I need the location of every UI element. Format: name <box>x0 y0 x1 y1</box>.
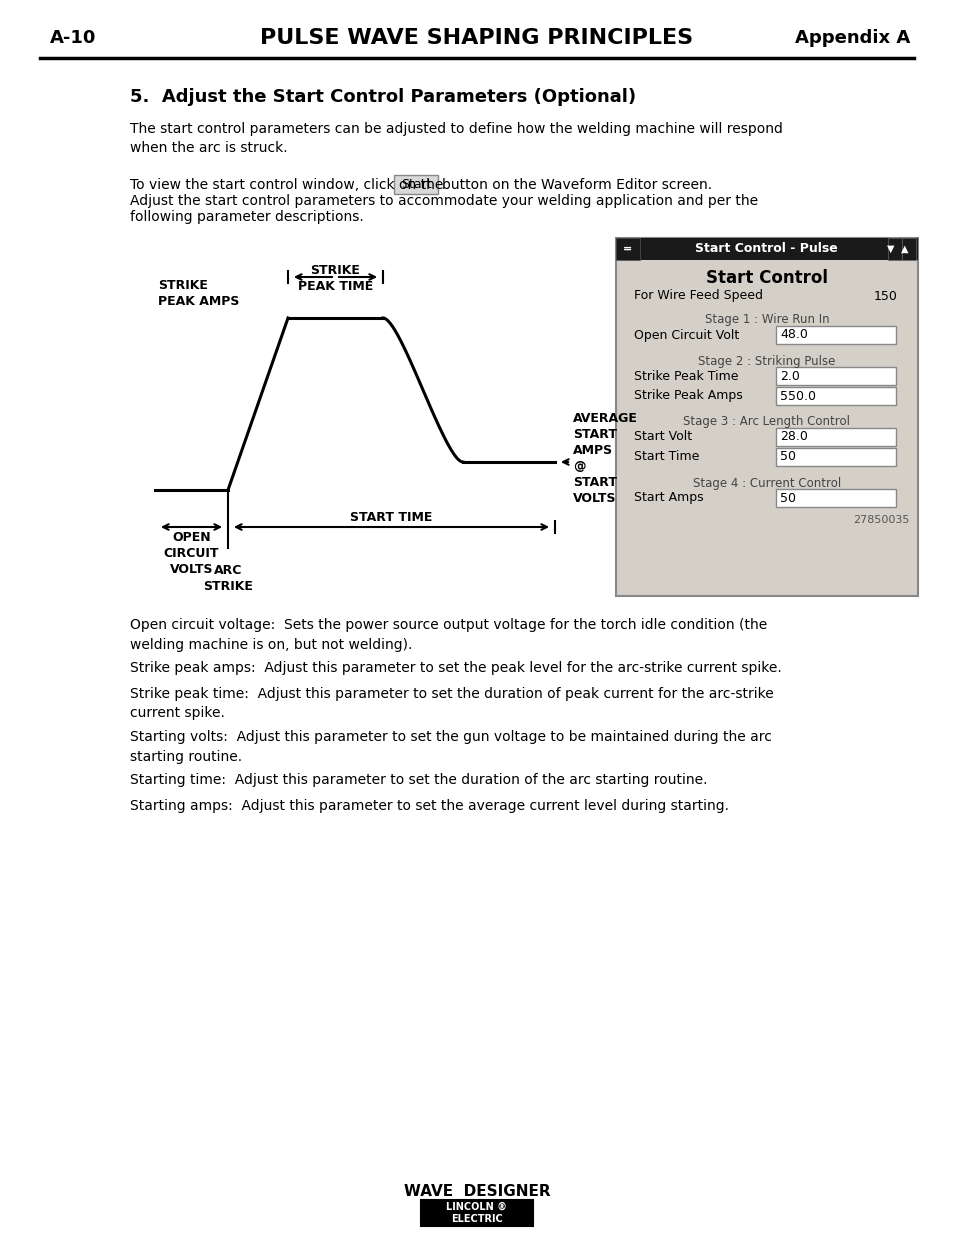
Bar <box>616 238 917 261</box>
Bar <box>616 238 639 261</box>
Text: Appendix A: Appendix A <box>794 28 909 47</box>
Text: Open circuit voltage:  Sets the power source output voltage for the torch idle c: Open circuit voltage: Sets the power sou… <box>130 618 766 652</box>
Text: START TIME: START TIME <box>350 511 433 524</box>
Text: Start: Start <box>400 178 431 191</box>
Text: STRIKE
PEAK AMPS: STRIKE PEAK AMPS <box>158 279 239 308</box>
FancyBboxPatch shape <box>394 175 437 194</box>
Text: Start Volt: Start Volt <box>634 431 691 443</box>
Text: 2.0: 2.0 <box>780 369 799 383</box>
Text: 5.  Adjust the Start Control Parameters (Optional): 5. Adjust the Start Control Parameters (… <box>130 88 636 106</box>
Bar <box>775 326 895 345</box>
Text: 50: 50 <box>780 492 795 505</box>
Text: To view the start control window, click on the: To view the start control window, click … <box>130 178 443 191</box>
Bar <box>887 238 901 261</box>
Bar <box>616 238 917 597</box>
Text: Stage 4 : Current Control: Stage 4 : Current Control <box>692 477 841 489</box>
Text: Start Control - Pulse: Start Control - Pulse <box>694 242 837 256</box>
Text: Open Circuit Volt: Open Circuit Volt <box>634 329 739 342</box>
Bar <box>775 448 895 466</box>
Text: 27850035: 27850035 <box>853 515 909 525</box>
Text: A-10: A-10 <box>50 28 96 47</box>
Bar <box>775 367 895 385</box>
Text: For Wire Feed Speed: For Wire Feed Speed <box>634 289 762 303</box>
Text: PULSE WAVE SHAPING PRINCIPLES: PULSE WAVE SHAPING PRINCIPLES <box>260 28 693 48</box>
Text: Starting volts:  Adjust this parameter to set the gun voltage to be maintained d: Starting volts: Adjust this parameter to… <box>130 730 771 763</box>
Text: Strike Peak Time: Strike Peak Time <box>634 369 738 383</box>
Text: 48.0: 48.0 <box>780 329 807 342</box>
Text: following parameter descriptions.: following parameter descriptions. <box>130 210 363 224</box>
Text: 150: 150 <box>873 289 897 303</box>
Text: button on the Waveform Editor screen.: button on the Waveform Editor screen. <box>441 178 711 191</box>
Bar <box>420 1200 533 1226</box>
Text: Adjust the start control parameters to accommodate your welding application and : Adjust the start control parameters to a… <box>130 194 758 207</box>
Text: Start Time: Start Time <box>634 451 699 463</box>
Text: 50: 50 <box>780 451 795 463</box>
Text: ARC
STRIKE: ARC STRIKE <box>203 564 253 593</box>
Text: WAVE  DESIGNER: WAVE DESIGNER <box>403 1184 550 1199</box>
Text: LINCOLN ®
ELECTRIC: LINCOLN ® ELECTRIC <box>446 1202 507 1224</box>
Text: 28.0: 28.0 <box>780 431 807 443</box>
Text: Strike peak amps:  Adjust this parameter to set the peak level for the arc-strik: Strike peak amps: Adjust this parameter … <box>130 661 781 676</box>
Text: =: = <box>622 245 632 254</box>
Text: ▼: ▼ <box>886 245 894 254</box>
Text: STRIKE
PEAK TIME: STRIKE PEAK TIME <box>297 264 373 293</box>
Bar <box>901 238 915 261</box>
Bar <box>775 429 895 446</box>
Bar <box>775 387 895 405</box>
Text: Starting amps:  Adjust this parameter to set the average current level during st: Starting amps: Adjust this parameter to … <box>130 799 728 813</box>
Text: Strike peak time:  Adjust this parameter to set the duration of peak current for: Strike peak time: Adjust this parameter … <box>130 687 773 720</box>
Bar <box>775 489 895 508</box>
Text: OPEN
CIRCUIT
VOLTS: OPEN CIRCUIT VOLTS <box>164 531 219 576</box>
Text: Stage 1 : Wire Run In: Stage 1 : Wire Run In <box>704 314 828 326</box>
Text: ▲: ▲ <box>901 245 908 254</box>
Text: The start control parameters can be adjusted to define how the welding machine w: The start control parameters can be adju… <box>130 122 782 156</box>
Text: AVERAGE
START
AMPS
@
START
VOLTS: AVERAGE START AMPS @ START VOLTS <box>573 412 638 505</box>
Text: Stage 2 : Striking Pulse: Stage 2 : Striking Pulse <box>698 354 835 368</box>
Text: Starting time:  Adjust this parameter to set the duration of the arc starting ro: Starting time: Adjust this parameter to … <box>130 773 707 787</box>
Text: Start Amps: Start Amps <box>634 492 703 505</box>
Text: Stage 3 : Arc Length Control: Stage 3 : Arc Length Control <box>682 415 850 429</box>
Text: Strike Peak Amps: Strike Peak Amps <box>634 389 742 403</box>
Text: 550.0: 550.0 <box>780 389 815 403</box>
Text: Start Control: Start Control <box>705 269 827 287</box>
